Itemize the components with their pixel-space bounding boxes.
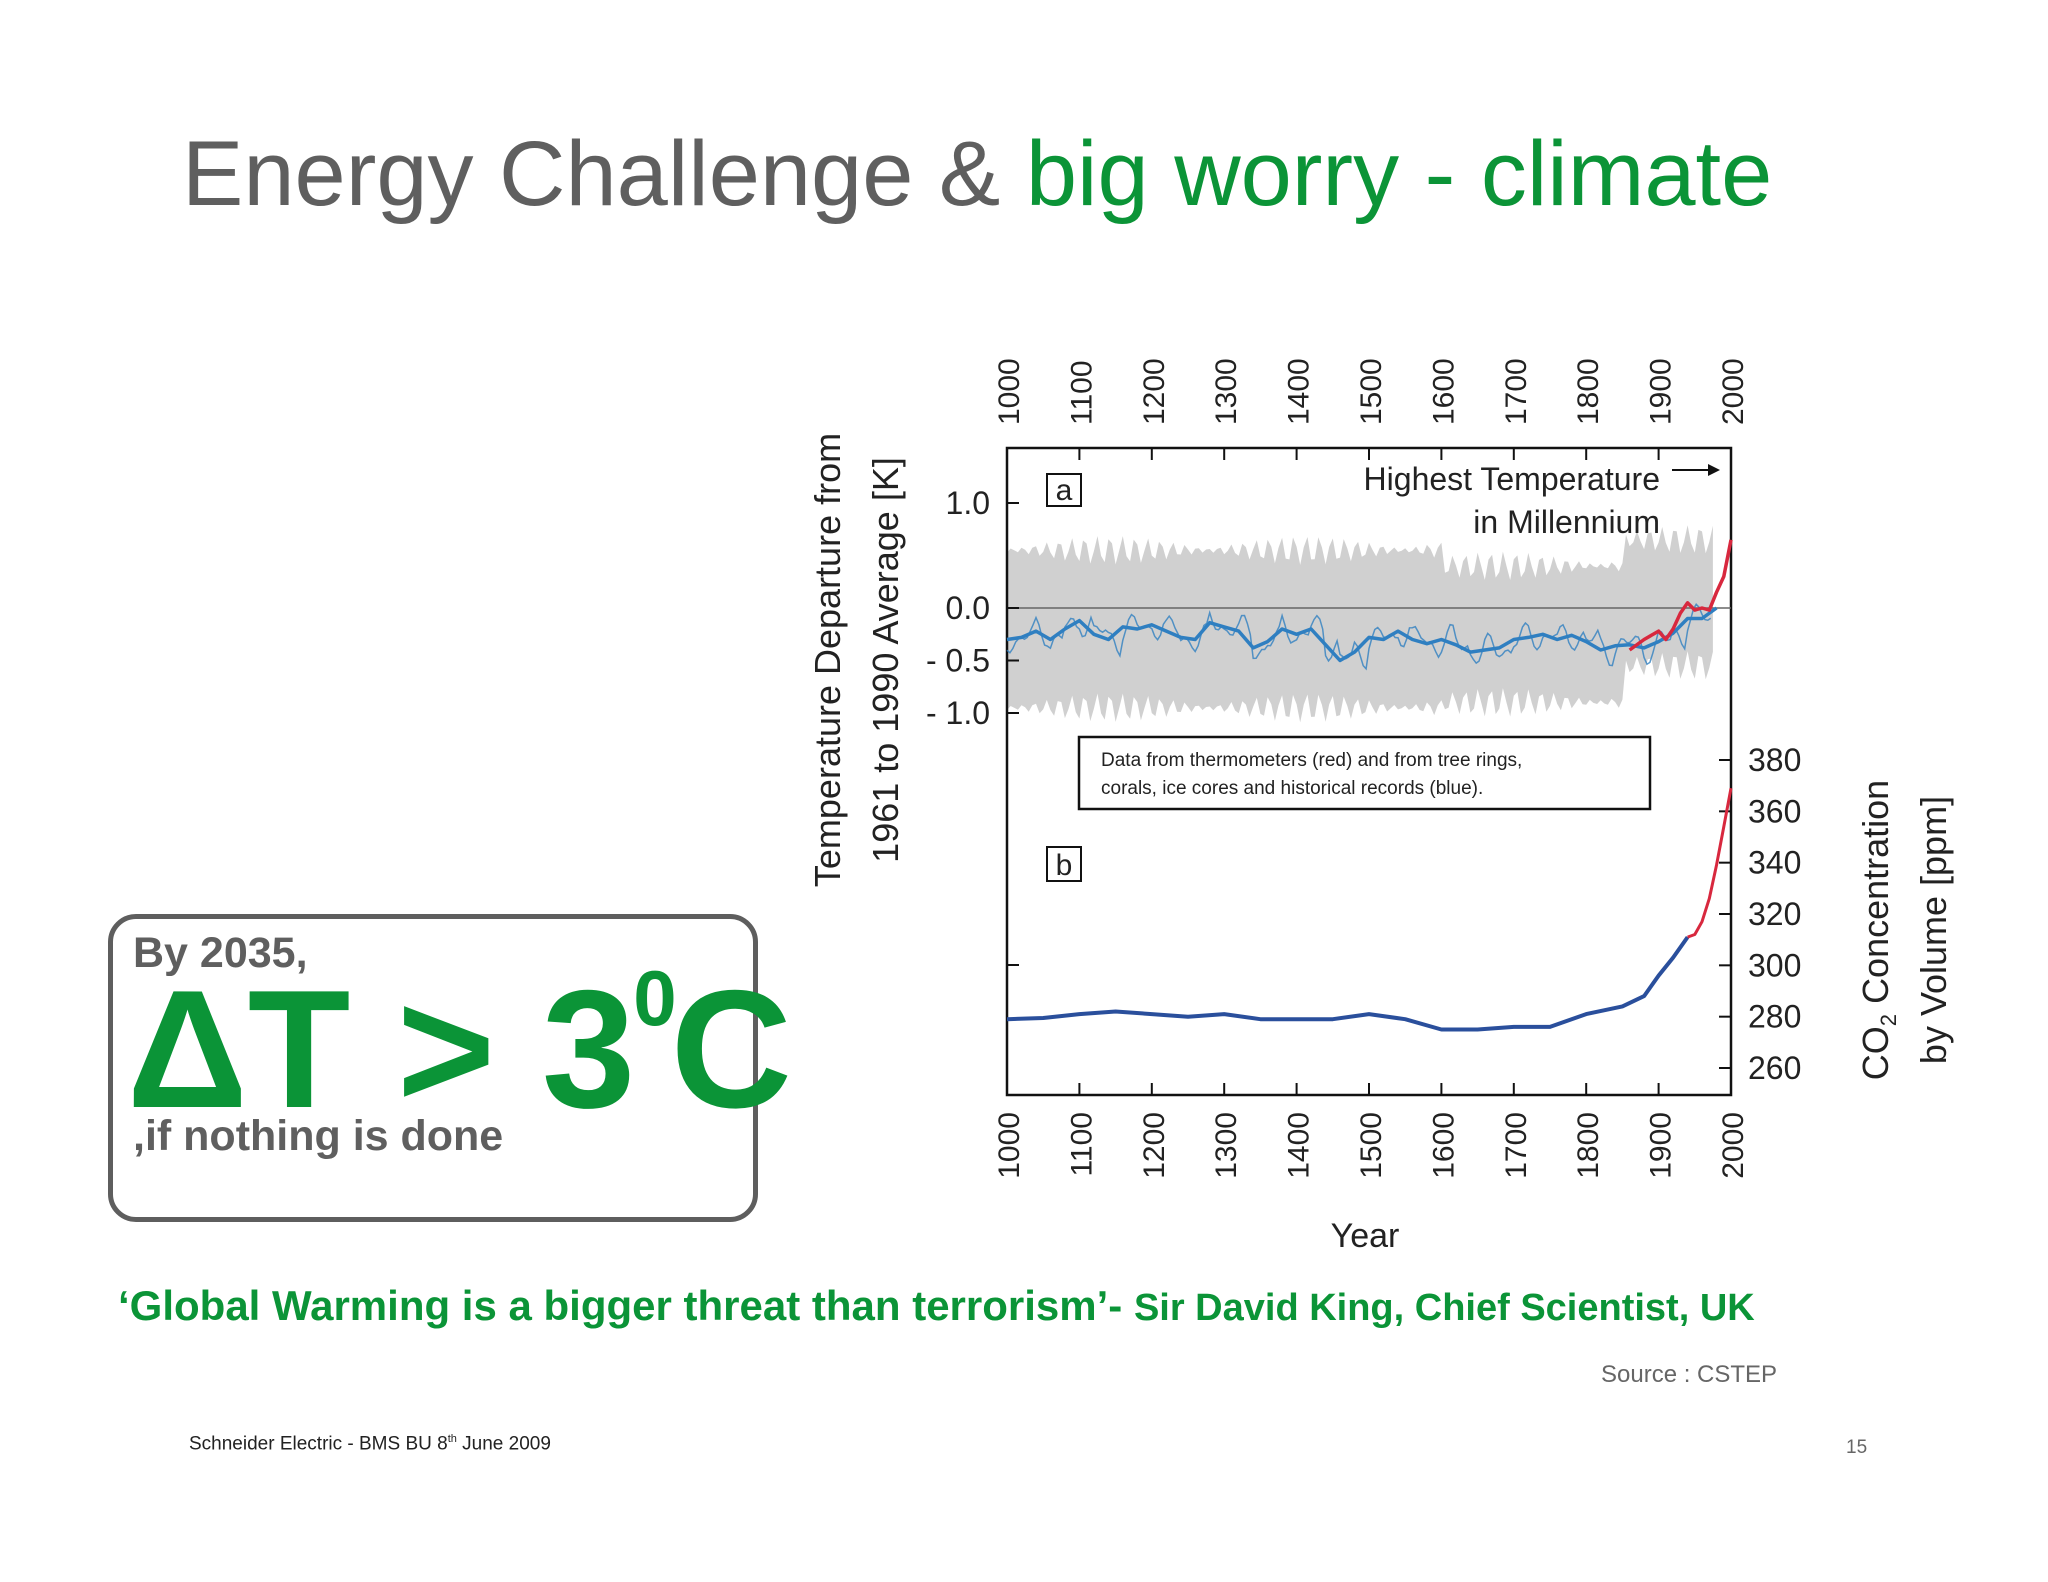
- footer-date-sup: th: [447, 1433, 457, 1445]
- y-tick-label-left: - 1.0: [926, 695, 990, 731]
- x-tick-label-bottom: 1500: [1355, 1112, 1388, 1179]
- y-axis-title-right-1: CO2 Concentration: [1855, 780, 1901, 1080]
- x-tick-label-bottom: 1900: [1645, 1112, 1678, 1179]
- warming-callout: By 2035, ΔT > 30C ,if nothing is done: [108, 914, 792, 1222]
- formula-main: ΔT > 3: [127, 955, 636, 1143]
- quote-attribution: Sir David King, Chief Scientist, UK: [1133, 1287, 1755, 1329]
- x-tick-label-top: 1900: [1645, 358, 1678, 425]
- x-tick-label-top: 2000: [1717, 358, 1750, 425]
- x-tick-label-bottom: 1400: [1283, 1112, 1316, 1179]
- x-tick-label-bottom: 1200: [1138, 1112, 1171, 1179]
- y-axis-title-left-1: Temperature Departure from: [807, 433, 848, 887]
- y-tick-label-right: 380: [1748, 742, 1801, 778]
- panel-a-box: [1046, 473, 1082, 507]
- title-part-gray: Energy Challenge &: [182, 123, 1026, 225]
- y-tick-label-right: 260: [1748, 1050, 1801, 1086]
- y-tick-label-right: 360: [1748, 793, 1801, 829]
- x-tick-label-top: 1600: [1427, 358, 1460, 425]
- x-tick-label-top: 1400: [1283, 358, 1316, 425]
- x-tick-label-bottom: 2000: [1717, 1112, 1750, 1179]
- footer-date: June 2009: [456, 1433, 551, 1455]
- x-tick-label-top: 1000: [993, 358, 1026, 425]
- legend-line-1: Data from thermometers (red) and from tr…: [1101, 750, 1522, 771]
- co2-subscript: 2: [1876, 1014, 1901, 1026]
- slide-title: Energy Challenge & big worry - climate: [182, 128, 1772, 220]
- footer-company: Schneider Electric - BMS BU 8: [189, 1433, 448, 1455]
- x-tick-label-bottom: 1300: [1210, 1112, 1243, 1179]
- x-tick-label-top: 1300: [1210, 358, 1243, 425]
- thermometer-temperature-line: [1628, 539, 1733, 652]
- annotation-line-2: in Millennium: [1473, 504, 1660, 540]
- x-tick-label-top: 1500: [1355, 358, 1388, 425]
- panel-b-label: b: [1056, 849, 1073, 882]
- panel-a-label: a: [1056, 474, 1073, 507]
- x-tick-label-bottom: 1600: [1427, 1112, 1460, 1179]
- legend-line-2: corals, ice cores and historical records…: [1101, 778, 1483, 799]
- panel-b-box: [1046, 846, 1082, 882]
- annotation-arrowhead: [1708, 464, 1720, 476]
- source-note: Source : CSTEP: [1601, 1361, 1778, 1388]
- y-axis-title-right-2: by Volume [ppm]: [1913, 796, 1954, 1064]
- legend-box: [1077, 735, 1652, 811]
- proxy-variability-line: [1006, 603, 1712, 671]
- callout-formula: ΔT > 30C: [127, 959, 792, 1133]
- co2-measured-line: [1687, 787, 1733, 939]
- page-number: 15: [1846, 1437, 1868, 1458]
- uncertainty-band: [1007, 525, 1713, 723]
- y-axis-title-left-2: 1961 to 1990 Average [K]: [865, 457, 906, 863]
- x-tick-label-bottom: 1800: [1572, 1112, 1605, 1179]
- callout-note: ,if nothing is done: [133, 1112, 504, 1160]
- y-tick-label-right: 280: [1748, 999, 1801, 1035]
- y-tick-label-right: 320: [1748, 896, 1801, 932]
- x-tick-label-top: 1700: [1500, 358, 1533, 425]
- x-tick-label-bottom: 1700: [1500, 1112, 1533, 1179]
- x-tick-label-bottom: 1000: [993, 1112, 1026, 1179]
- y-tick-label-left: 0.0: [946, 590, 990, 626]
- callout-year: By 2035,: [133, 929, 308, 977]
- x-tick-label-top: 1800: [1572, 358, 1605, 425]
- formula-unit: C: [670, 955, 792, 1143]
- x-axis-title: Year: [1331, 1217, 1400, 1255]
- proxy-temperature-line: [1006, 606, 1718, 663]
- y-tick-label-left: 1.0: [946, 485, 990, 521]
- co2-ice-core-line: [1006, 935, 1690, 1032]
- quote-text: ‘Global Warming is a bigger threat than …: [118, 1282, 1134, 1329]
- y-tick-label-right: 300: [1748, 947, 1801, 983]
- title-part-green: big worry - climate: [1025, 123, 1773, 225]
- y-tick-label-left: - 0.5: [926, 643, 990, 679]
- annotation-line-1: Highest Temperature: [1364, 461, 1660, 497]
- x-tick-label-bottom: 1100: [1065, 1112, 1098, 1177]
- x-tick-label-top: 1100: [1065, 360, 1098, 425]
- quote: ‘Global Warming is a bigger threat than …: [118, 1282, 1755, 1330]
- co2-label-rest: Concentration: [1855, 780, 1896, 1014]
- footer: Schneider Electric - BMS BU 8th June 200…: [189, 1433, 551, 1455]
- formula-superscript: 0: [633, 954, 677, 1042]
- x-tick-label-top: 1200: [1138, 358, 1171, 425]
- y-tick-label-right: 340: [1748, 845, 1801, 881]
